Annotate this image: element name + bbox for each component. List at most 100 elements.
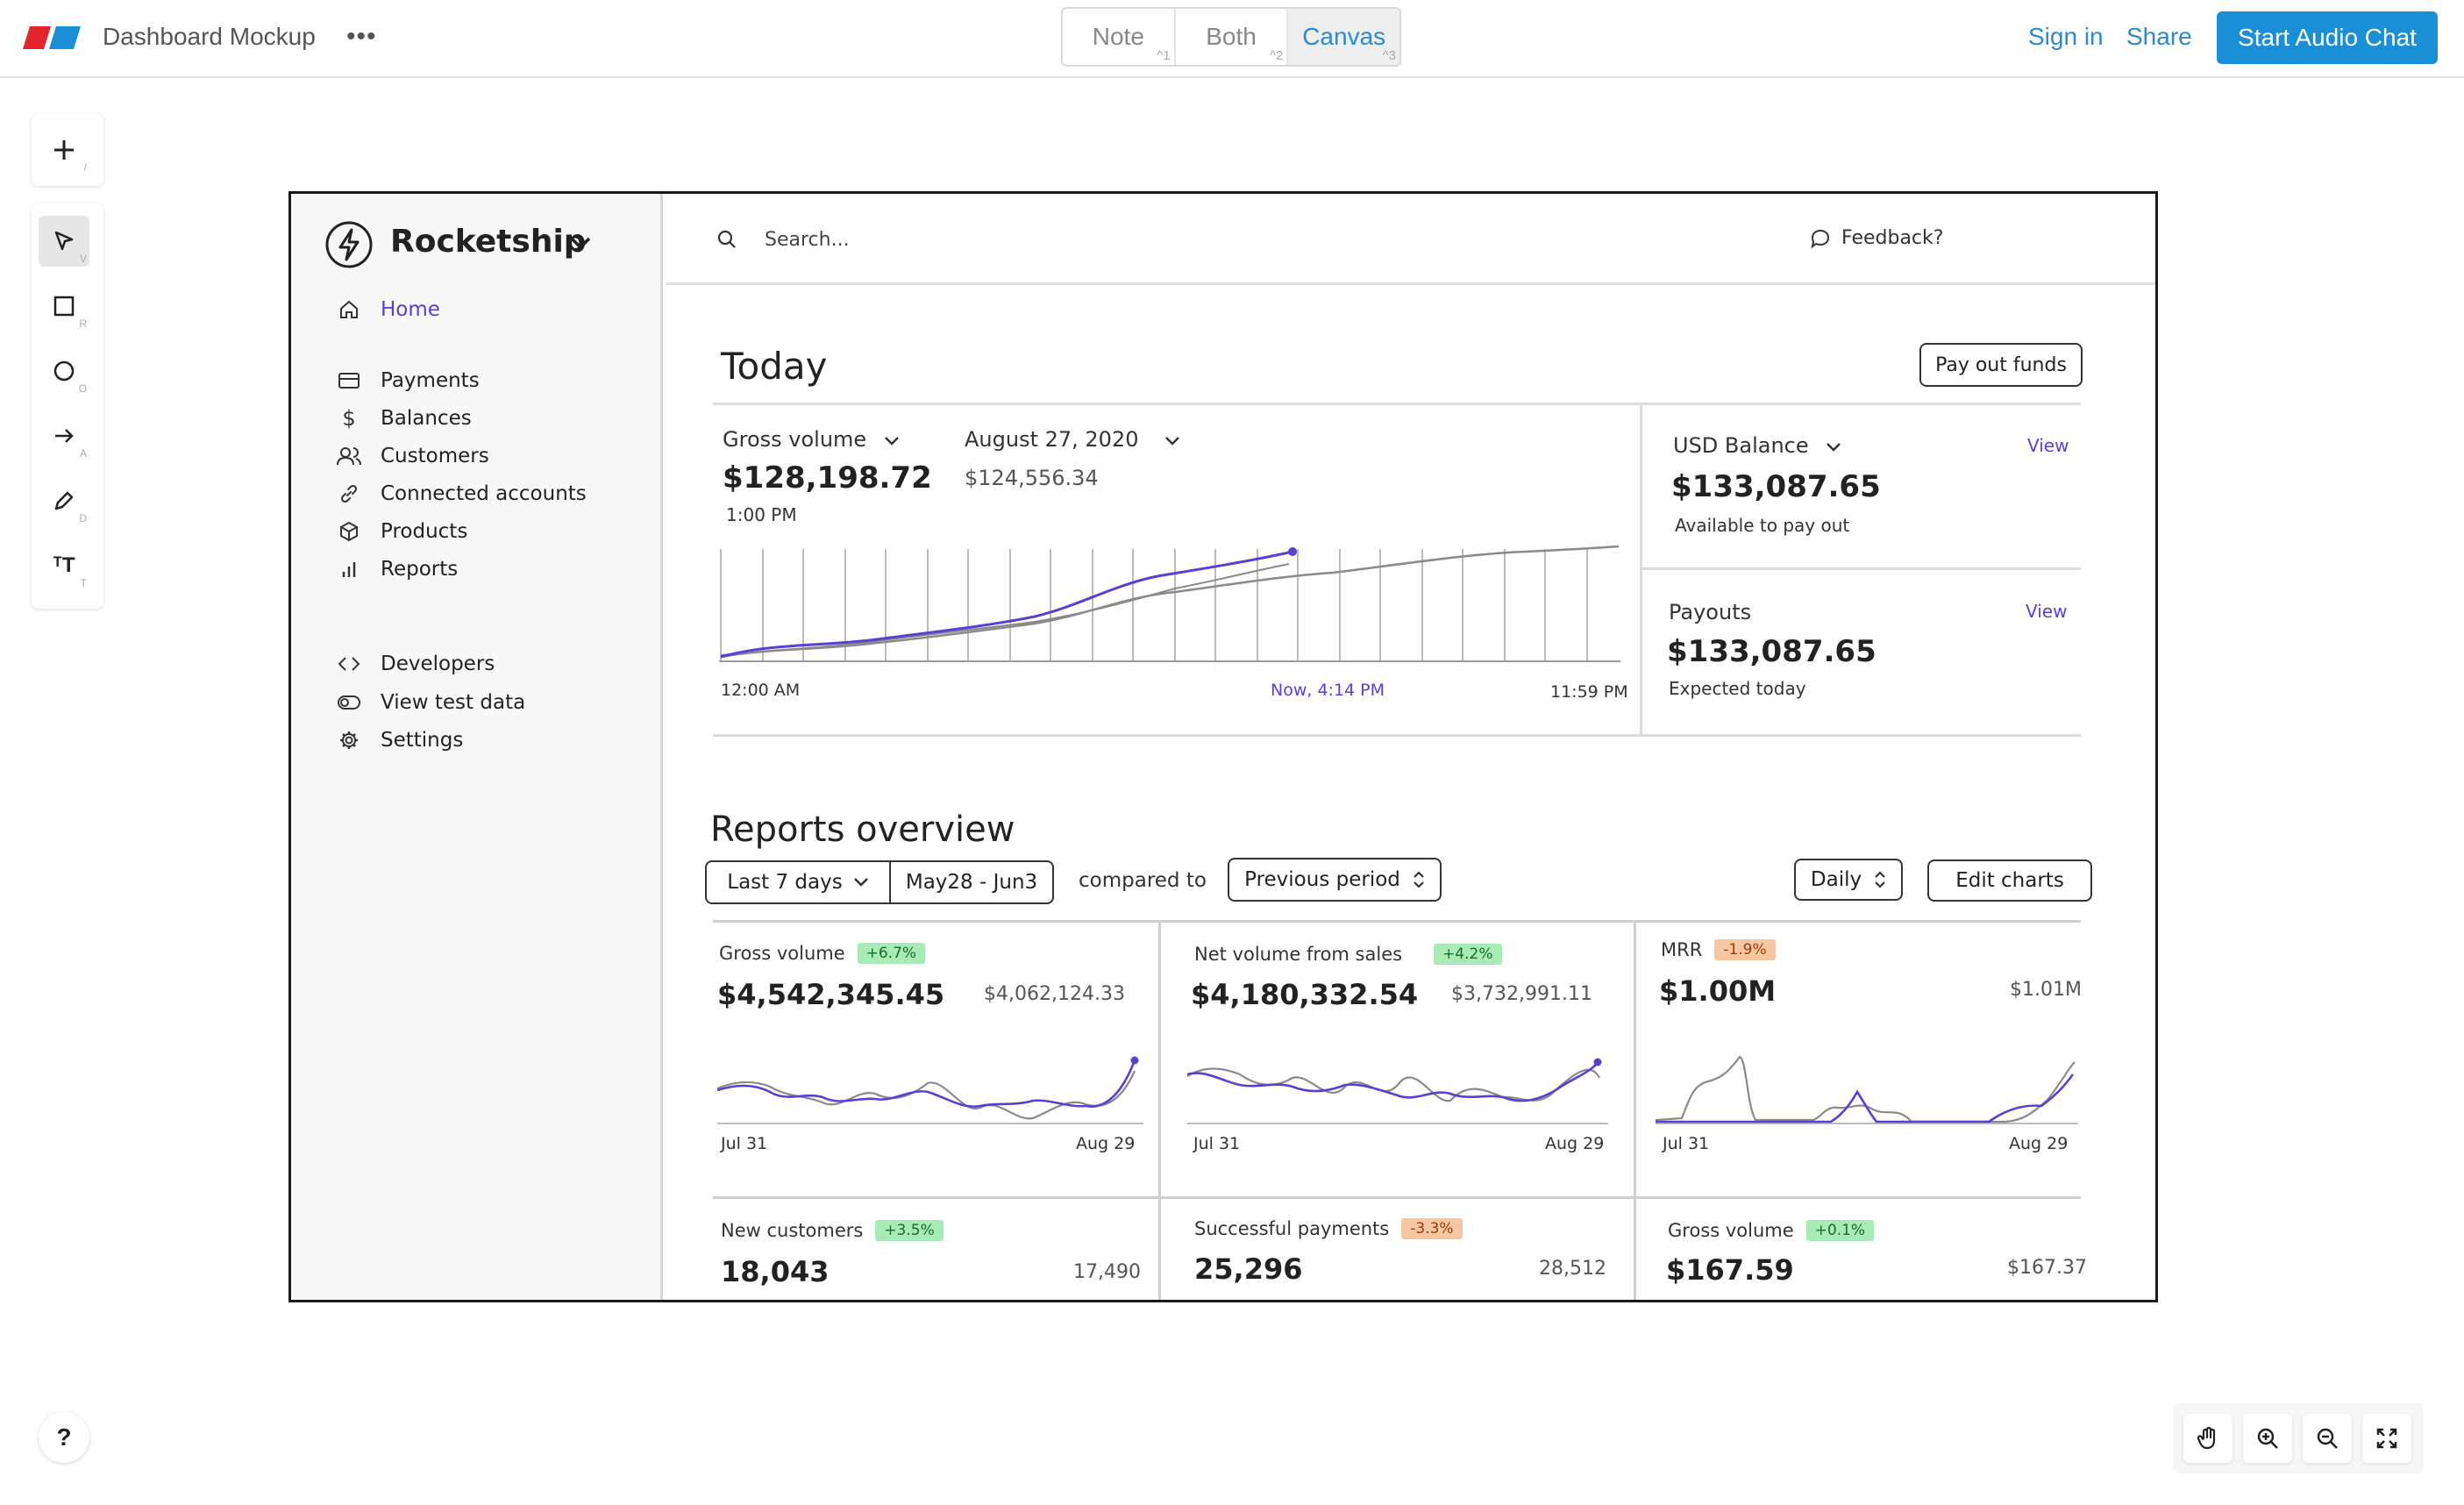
interval-select[interactable]: Daily xyxy=(1794,859,1903,901)
help-button[interactable]: ? xyxy=(39,1412,89,1463)
pencil-tool[interactable]: D xyxy=(39,475,89,526)
usd-balance-label: USD Balance xyxy=(1673,433,1809,458)
sidebar-item-label: Products xyxy=(381,520,468,543)
arrow-shortcut: A xyxy=(79,447,87,460)
report-card-value: $4,180,332.54 xyxy=(1191,978,1419,1011)
chevron-down-icon[interactable] xyxy=(568,234,593,252)
share-link[interactable]: Share xyxy=(2126,23,2192,50)
report-card-compare: 28,512 xyxy=(1539,1258,1606,1280)
search-icon xyxy=(717,230,736,248)
pay-out-funds-button[interactable]: Pay out funds xyxy=(1919,343,2083,387)
start-audio-chat-button[interactable]: Start Audio Chat xyxy=(2217,11,2438,64)
lightning-logo-icon xyxy=(325,221,373,268)
select-shortcut: V xyxy=(79,253,87,265)
ellipse-tool[interactable]: O xyxy=(39,346,89,396)
chevron-up-down-icon xyxy=(1414,871,1424,888)
gross-volume-label[interactable]: Gross volume xyxy=(723,427,900,452)
report-card-compare: $1.01M xyxy=(2010,979,2082,1001)
today-line-chart xyxy=(719,545,1620,662)
circle-icon xyxy=(53,360,75,382)
comparison-period-select[interactable]: Previous period xyxy=(1228,858,1442,902)
rectangle-tool[interactable]: R xyxy=(39,281,89,332)
sidebar-item-payments[interactable]: Payments xyxy=(337,365,480,396)
reports-overview-heading: Reports overview xyxy=(710,810,1015,850)
report-card-label: Gross volume +6.7% xyxy=(719,943,926,964)
chevron-up-down-icon xyxy=(1875,871,1885,888)
arrow-tool[interactable]: A xyxy=(39,410,89,461)
usd-balance-selector[interactable]: USD Balance xyxy=(1673,433,1841,458)
zoom-out-button[interactable] xyxy=(2303,1414,2352,1463)
report-card-title: New customers xyxy=(721,1220,864,1241)
more-options-icon[interactable]: ••• xyxy=(346,22,377,51)
search-bar: Search... Feedback? xyxy=(666,194,2155,285)
users-icon xyxy=(337,447,361,466)
gross-volume-value: $128,198.72 xyxy=(723,460,932,496)
today-axis-start: 12:00 AM xyxy=(721,681,801,700)
report-card-axis-end: Aug 29 xyxy=(2009,1134,2069,1153)
sidebar-item-reports[interactable]: Reports xyxy=(337,553,458,585)
tab-both-label: Both xyxy=(1206,23,1257,50)
search-input[interactable]: Search... xyxy=(765,229,850,251)
report-card-value: $1.00M xyxy=(1659,974,1777,1008)
zoom-in-button[interactable] xyxy=(2243,1414,2292,1463)
chevron-down-icon xyxy=(1165,437,1180,446)
fit-to-screen-button[interactable] xyxy=(2362,1414,2411,1463)
text-shortcut: T xyxy=(80,577,87,589)
compare-date-picker[interactable]: August 27, 2020 xyxy=(965,427,1180,452)
report-card-delta-badge: -3.3% xyxy=(1401,1218,1463,1239)
chevron-down-icon xyxy=(1827,443,1841,452)
mockup-main: Search... Feedback? xyxy=(666,194,2155,1300)
select-tool[interactable]: V xyxy=(39,216,89,267)
zoom-out-icon xyxy=(2317,1428,2338,1449)
payouts-view-link[interactable]: View xyxy=(2026,601,2068,622)
sidebar-item-products[interactable]: Products xyxy=(337,516,467,547)
bar-chart-icon xyxy=(342,562,356,577)
sidebar-item-label: Developers xyxy=(381,653,495,675)
feedback-link[interactable]: Feedback? xyxy=(1810,227,1943,249)
chat-bubble-icon xyxy=(1811,229,1830,248)
tab-both[interactable]: Both ^2 xyxy=(1176,9,1289,65)
add-shortcut: / xyxy=(83,161,87,174)
tab-note[interactable]: Note ^1 xyxy=(1063,9,1176,65)
rectangle-icon xyxy=(53,296,75,317)
add-tool-card: / xyxy=(32,114,103,186)
text-tool[interactable]: ᵀT T xyxy=(39,540,89,591)
report-card-title: Gross volume xyxy=(1668,1220,1794,1241)
app-logo xyxy=(23,26,81,49)
usd-view-link[interactable]: View xyxy=(2027,435,2069,456)
date-range-dates[interactable]: May28 - Jun3 xyxy=(889,860,1054,904)
sidebar-item-home[interactable]: Home xyxy=(337,294,440,325)
sign-in-link[interactable]: Sign in xyxy=(2028,23,2104,50)
sidebar-item-view-test-data[interactable]: View test data xyxy=(337,687,525,718)
sidebar-item-label: Settings xyxy=(381,729,464,752)
sidebar-item-customers[interactable]: Customers xyxy=(337,440,489,472)
tab-canvas[interactable]: Canvas ^3 xyxy=(1288,9,1399,65)
report-card-compare: $4,062,124.33 xyxy=(984,983,1125,1005)
report-card-value: $167.59 xyxy=(1666,1253,1794,1287)
pencil-icon xyxy=(54,491,74,510)
cursor-icon xyxy=(54,231,74,251)
report-card-value: $4,542,345.45 xyxy=(717,978,945,1011)
report-card-value: 25,296 xyxy=(1194,1252,1303,1286)
edit-charts-button[interactable]: Edit charts xyxy=(1927,859,2092,902)
sidebar-item-developers[interactable]: Developers xyxy=(337,648,495,680)
compare-date-value: $124,556.34 xyxy=(965,466,1099,490)
top-bar: Dashboard Mockup ••• Note ^1 Both ^2 Can… xyxy=(0,0,2464,78)
report-card-compare: $167.37 xyxy=(2007,1257,2087,1279)
add-button[interactable]: / xyxy=(39,125,89,175)
today-axis-now: Now, 4:14 PM xyxy=(1271,681,1385,700)
sidebar-item-balances[interactable]: $ Balances xyxy=(337,403,471,434)
report-card-delta-badge: +6.7% xyxy=(857,943,926,964)
date-range-select[interactable]: Last 7 days xyxy=(705,860,891,904)
sidebar-item-connected-accounts[interactable]: Connected accounts xyxy=(337,478,587,510)
report-card-value: 18,043 xyxy=(721,1255,830,1288)
ellipse-shortcut: O xyxy=(78,382,87,395)
mrr-sparkline xyxy=(1656,1055,2078,1124)
report-card-axis-start: Jul 31 xyxy=(1663,1134,1710,1153)
sidebar-item-label: Home xyxy=(381,298,440,321)
zoom-controls xyxy=(2173,1403,2424,1473)
document-title[interactable]: Dashboard Mockup xyxy=(103,23,316,50)
sidebar-item-settings[interactable]: Settings xyxy=(337,724,463,756)
dashboard-mockup-frame[interactable]: Rocketship Home Payments $ Balances Cust… xyxy=(288,191,2158,1302)
pan-button[interactable] xyxy=(2183,1414,2233,1463)
